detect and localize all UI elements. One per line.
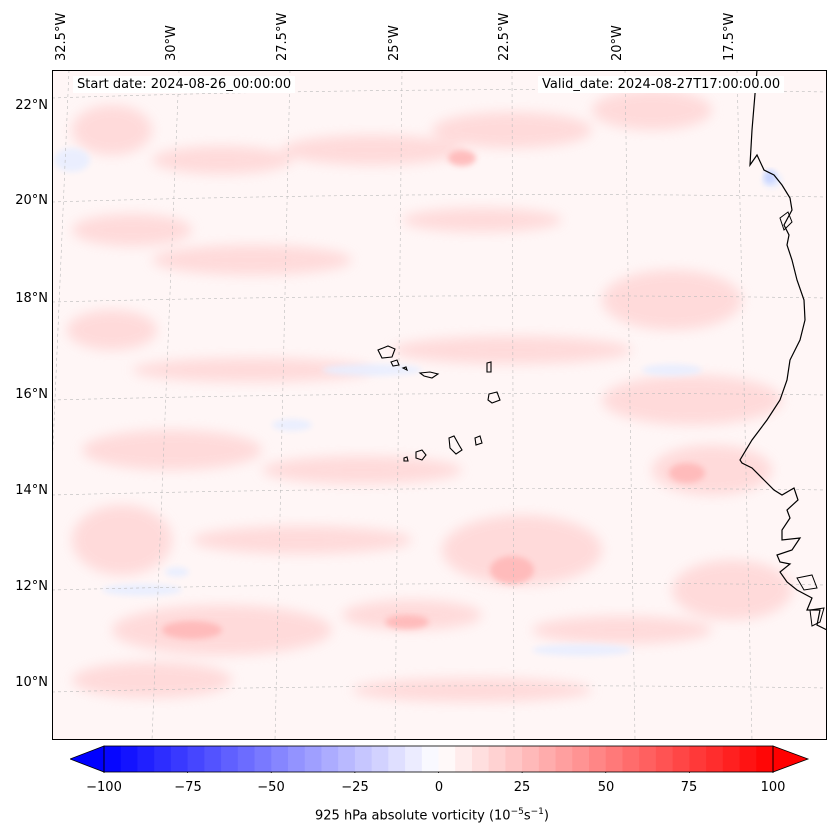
colorbar-segment	[187, 746, 205, 772]
lon-label-22-5w: 22.5°W	[497, 12, 512, 61]
island-fogo	[415, 449, 427, 461]
colorbar-segment	[221, 746, 239, 772]
colorbar-extend-max	[772, 745, 810, 773]
colorbar-segment	[405, 746, 423, 772]
coast-inlet-1	[779, 211, 793, 231]
vorticity-map	[52, 70, 827, 740]
lon-label-20w: 20°W	[610, 25, 625, 61]
colorbar-segment	[488, 746, 506, 772]
island-sal	[486, 361, 492, 373]
colorbar-segment	[622, 746, 640, 772]
colorbar-segment	[254, 746, 272, 772]
colorbar-segment	[271, 746, 289, 772]
lat-label-22n: 22°N	[15, 98, 48, 113]
colorbar-segment	[104, 746, 122, 772]
colorbar-tick-label: −25	[341, 780, 369, 795]
lat-label-18n: 18°N	[15, 291, 48, 306]
colorbar-tick-label: 25	[513, 780, 531, 795]
colorbar-segment	[455, 746, 473, 772]
colorbar-segment	[639, 746, 657, 772]
negative-vorticity-field	[54, 148, 782, 656]
lat-label-14n: 14°N	[15, 483, 48, 498]
colorbar-segment	[287, 746, 306, 772]
colorbar-segment	[505, 746, 523, 772]
colorbar-segment	[120, 746, 138, 772]
colorbar-tick-label: 0	[434, 780, 444, 795]
colorbar-segment	[739, 746, 757, 772]
africa-coastline	[739, 70, 827, 631]
island-brava	[403, 456, 409, 462]
colorbar-segment	[572, 746, 590, 772]
start-date-label: Start date: 2024-08-26_00:00:00	[73, 76, 296, 93]
colorbar	[70, 745, 810, 773]
colorbar-segment	[756, 746, 774, 772]
positive-vorticity-cores	[162, 150, 705, 639]
island-maio	[474, 435, 483, 446]
island-boa-vista	[487, 391, 501, 404]
colorbar-segment	[304, 746, 322, 772]
colorbar-tick-label: 75	[680, 780, 698, 795]
colorbar-segment	[204, 746, 222, 772]
colorbar-segment	[388, 746, 406, 772]
colorbar-segment	[538, 746, 557, 772]
negative-vorticity-core	[764, 170, 776, 184]
colorbar-segment	[321, 746, 339, 772]
lon-label-17-5w: 17.5°W	[722, 12, 737, 61]
lon-label-30w: 30°W	[164, 25, 179, 61]
colorbar-segment	[237, 746, 256, 772]
colorbar-segment	[438, 746, 456, 772]
colorbar-segment	[655, 746, 674, 772]
colorbar-segment	[170, 746, 189, 772]
gridlines	[52, 70, 827, 740]
colorbar-segment	[471, 746, 490, 772]
colorbar-label: 925 hPa absolute vorticity (10−5s−1)	[315, 807, 549, 824]
colorbar-tick-label: −100	[86, 780, 122, 795]
positive-vorticity-field	[67, 90, 792, 702]
colorbar-tick-label: −75	[174, 780, 202, 795]
island-sao-nicolau	[418, 371, 440, 379]
colorbar-segment	[605, 746, 623, 772]
colorbar-segment	[421, 746, 439, 772]
island-santiago	[448, 435, 463, 455]
lat-label-10n: 10°N	[15, 675, 48, 690]
map-frame	[52, 70, 827, 740]
colorbar-tick-label: 50	[597, 780, 615, 795]
colorbar-segment	[338, 746, 356, 772]
island-santa-luzia	[401, 366, 408, 372]
colorbar-segment	[689, 746, 707, 772]
colorbar-segment	[154, 746, 172, 772]
colorbar-segment	[722, 746, 741, 772]
lon-label-25w: 25°W	[387, 25, 402, 61]
coast-inlet-3	[796, 574, 818, 591]
colorbar-segment	[706, 746, 724, 772]
island-santo-antao	[377, 345, 396, 359]
colorbar-tick-label: 100	[760, 780, 786, 795]
island-sao-vicente	[390, 359, 400, 367]
lat-label-20n: 20°N	[15, 193, 48, 208]
colorbar-segment	[522, 746, 540, 772]
colorbar-segment	[354, 746, 373, 772]
colorbar-segment	[589, 746, 607, 772]
colorbar-tick-label: −50	[257, 780, 285, 795]
colorbar-segment	[137, 746, 155, 772]
cabo-verde-islands	[377, 345, 501, 462]
colorbar-segment	[672, 746, 690, 772]
lat-label-12n: 12°N	[15, 579, 48, 594]
colorbar-segment	[371, 746, 389, 772]
colorbar-extend-min	[70, 745, 105, 773]
colorbar-segment	[555, 746, 573, 772]
coast-inlet-2	[809, 607, 825, 627]
valid-date-label: Valid_date: 2024-08-27T17:00:00.00	[538, 76, 785, 93]
lon-label-32-5w: 32.5°W	[54, 12, 69, 61]
lat-label-16n: 16°N	[15, 387, 48, 402]
lon-label-27-5w: 27.5°W	[275, 12, 290, 61]
